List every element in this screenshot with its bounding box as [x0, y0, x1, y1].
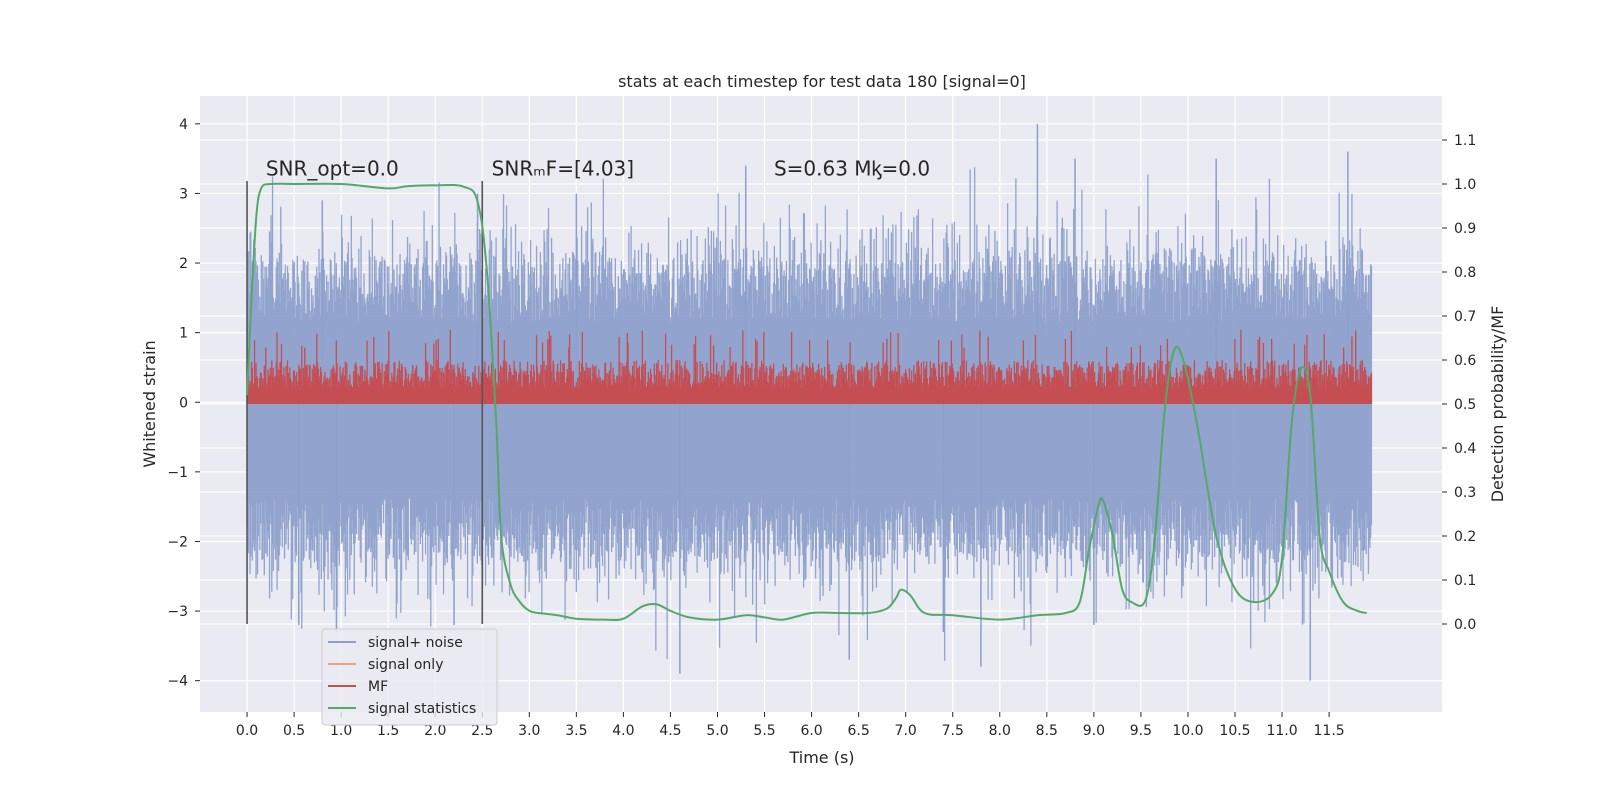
series-signal-statistics	[246, 182, 1367, 621]
x-axis-label: Time (s)	[788, 748, 854, 767]
y-left-tick-label: −3	[167, 604, 188, 620]
y-right-tick-label: 0.0	[1454, 617, 1476, 633]
y-left-tick-label: 3	[179, 186, 188, 202]
x-tick-label: 10.5	[1219, 723, 1250, 739]
signal-noise-spikes	[298, 123, 1349, 681]
vertical-markers	[246, 181, 484, 624]
x-tick-label: 4.5	[659, 723, 681, 739]
legend-label: signal only	[368, 657, 443, 673]
legend-label: signal statistics	[368, 701, 476, 717]
x-tick-label: 3.0	[518, 723, 540, 739]
y-left-axis-ticks: −4 −3 −2 −1 0 1 2 3 4	[167, 117, 200, 690]
x-tick-label: 8.0	[989, 723, 1011, 739]
y-right-tick-label: 1.0	[1454, 177, 1476, 193]
x-tick-label: 3.5	[565, 723, 587, 739]
y-right-tick-label: 0.6	[1454, 353, 1476, 369]
y-right-tick-label: 0.5	[1454, 397, 1476, 413]
y-left-tick-label: −1	[167, 465, 188, 481]
y-right-tick-label: 0.7	[1454, 309, 1476, 325]
annotation-1: SNR_opt=0.0	[266, 157, 399, 181]
x-tick-label: 2.0	[424, 723, 446, 739]
y-left-axis-label: Whitened strain	[140, 340, 159, 467]
x-tick-label: 0.0	[236, 723, 258, 739]
x-tick-label: 11.5	[1314, 723, 1345, 739]
x-tick-label: 1.0	[330, 723, 352, 739]
x-tick-label: 10.0	[1172, 723, 1203, 739]
legend-box	[321, 628, 498, 726]
y-right-tick-label: 0.2	[1454, 529, 1476, 545]
x-tick-label: 9.0	[1083, 723, 1105, 739]
annotation-2: SNRₘF=[4.03]	[492, 157, 634, 181]
y-left-tick-label: 0	[179, 395, 188, 411]
y-right-tick-label: 0.1	[1454, 573, 1476, 589]
x-tick-label: 7.5	[942, 723, 964, 739]
x-tick-label: 1.5	[377, 723, 399, 739]
y-left-tick-label: 4	[179, 117, 188, 133]
x-tick-label: 2.5	[471, 723, 493, 739]
legend-label: MF	[368, 679, 388, 695]
y-left-tick-label: −4	[167, 674, 188, 690]
x-tick-label: 7.0	[895, 723, 917, 739]
x-axis-ticks: 0.0 0.5 1.0 1.5 2.0 2.5 3.0 3.5 4.0 4.5 5.0 5.5 6.0 6…	[236, 712, 1345, 739]
y-right-axis-ticks: 0.0 0.1 0.2 0.3 0.4 0.5 0.6 0.7 0.8 0.9 1.0 1.1	[1442, 133, 1476, 633]
plot-series	[246, 123, 1373, 681]
y-left-tick-label: 2	[179, 256, 188, 272]
x-tick-label: 5.0	[706, 723, 728, 739]
legend-label: signal+ noise	[368, 635, 463, 651]
x-tick-label: 6.0	[800, 723, 822, 739]
y-right-axis-label: Detection probability/MF	[1488, 306, 1507, 503]
y-right-tick-label: 0.4	[1454, 441, 1476, 457]
x-tick-label: 6.5	[848, 723, 870, 739]
x-tick-label: 5.5	[753, 723, 775, 739]
x-tick-label: 11.0	[1266, 723, 1297, 739]
x-tick-label: 9.5	[1130, 723, 1152, 739]
x-tick-label: 4.0	[612, 723, 634, 739]
x-tick-label: 8.5	[1036, 723, 1058, 739]
chart-title: stats at each timestep for test data 180…	[618, 72, 1026, 91]
x-tick-label: 0.5	[283, 723, 305, 739]
annotation-3: S=0.63 Mᶄ=0.0	[774, 157, 930, 181]
y-right-tick-label: 0.9	[1454, 221, 1476, 237]
y-left-tick-label: −2	[167, 534, 188, 550]
legend: signal+ noise signal only MF signal statist…	[321, 628, 498, 726]
y-right-tick-label: 0.3	[1454, 485, 1476, 501]
y-left-tick-label: 1	[179, 326, 188, 342]
annotations: SNR_opt=0.0 SNRₘF=[4.03] S=0.63 Mᶄ=0.0	[266, 157, 930, 181]
y-right-tick-label: 1.1	[1454, 133, 1476, 149]
y-right-tick-label: 0.8	[1454, 265, 1476, 281]
signal-statistics-line	[246, 182, 1367, 621]
